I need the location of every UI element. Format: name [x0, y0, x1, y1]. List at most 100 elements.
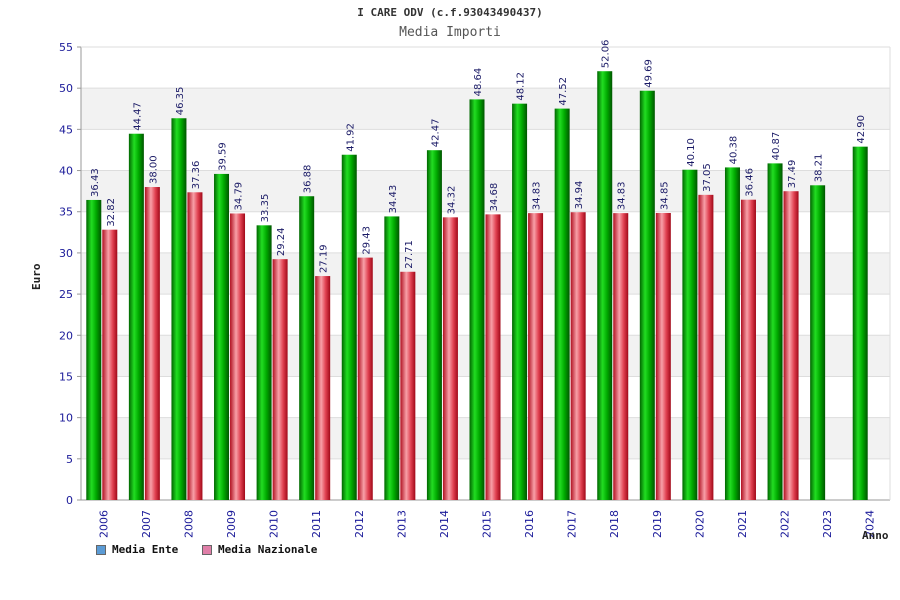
bar-media-ente-2020	[682, 169, 698, 501]
legend-item-media-ente: Media Ente	[96, 543, 178, 556]
chart-subtitle: Media Importi	[399, 25, 501, 40]
bar-media-ente-2014	[426, 150, 442, 500]
x-tick-label-2011: 2011	[310, 510, 323, 538]
data-label-media-nazionale-2014: 34.32	[446, 186, 457, 215]
data-label-media-nazionale-2013: 27.71	[404, 240, 415, 269]
bar-media-ente-2016	[512, 103, 528, 500]
data-label-media-nazionale-2006: 32.82	[106, 198, 117, 227]
legend-label-media-ente: Media Ente	[112, 543, 179, 556]
x-tick-label-2014: 2014	[438, 510, 451, 538]
y-axis-title: Euro	[30, 263, 43, 291]
x-axis-title: Anno	[862, 529, 889, 542]
data-label-media-nazionale-2015: 34.68	[489, 183, 500, 212]
y-tick-label: 45	[59, 123, 73, 136]
x-tick-label-2019: 2019	[651, 510, 664, 538]
bar-media-ente-2023	[810, 185, 826, 500]
data-label-media-ente-2019: 49.69	[643, 59, 654, 88]
bar-media-ente-2017	[554, 108, 570, 500]
bar-media-nazionale-2020	[698, 194, 714, 501]
x-tick-label-2017: 2017	[566, 510, 579, 538]
data-label-media-ente-2024: 42.90	[856, 115, 867, 144]
y-tick-label: 40	[59, 165, 73, 178]
bar-media-ente-2021	[724, 167, 740, 500]
data-label-media-nazionale-2019: 34.85	[659, 181, 670, 210]
data-label-media-ente-2008: 46.35	[175, 87, 186, 116]
data-label-media-ente-2020: 40.10	[686, 138, 697, 167]
data-label-media-ente-2014: 42.47	[430, 119, 441, 148]
plot-band	[81, 47, 890, 89]
bar-media-nazionale-2016	[528, 213, 544, 501]
y-tick-label: 55	[59, 41, 73, 54]
bar-media-ente-2024	[852, 146, 868, 500]
data-label-media-nazionale-2009: 34.79	[234, 182, 245, 211]
bar-media-nazionale-2019	[655, 212, 671, 501]
data-label-media-ente-2016: 48.12	[516, 72, 527, 101]
x-tick-label-2015: 2015	[481, 510, 494, 538]
data-label-media-ente-2012: 41.92	[345, 123, 356, 152]
data-label-media-ente-2013: 34.43	[388, 185, 399, 214]
y-tick-label: 35	[59, 206, 73, 219]
bar-media-nazionale-2014	[442, 217, 458, 500]
data-label-media-ente-2018: 52.06	[601, 40, 612, 69]
plot-band	[81, 129, 890, 171]
x-tick-label-2013: 2013	[395, 510, 408, 538]
y-tick-label: 15	[59, 370, 73, 383]
bar-media-ente-2015	[469, 99, 485, 500]
data-label-media-nazionale-2012: 29.43	[361, 226, 372, 255]
bar-media-nazionale-2017	[570, 212, 586, 501]
data-label-media-nazionale-2020: 37.05	[702, 163, 713, 192]
bar-media-ente-2006	[86, 199, 102, 500]
x-tick-label-2009: 2009	[225, 510, 238, 538]
bars	[86, 71, 868, 501]
bar-media-ente-2010	[256, 225, 272, 501]
data-label-media-nazionale-2010: 29.24	[276, 228, 287, 257]
bar-media-ente-2019	[639, 90, 655, 500]
legend-item-media-nazionale: Media Nazionale	[202, 543, 317, 556]
data-label-media-ente-2022: 40.87	[771, 132, 782, 161]
legend-label-media-nazionale: Media Nazionale	[218, 543, 318, 556]
bar-media-nazionale-2018	[613, 213, 629, 501]
y-tick-label: 25	[59, 288, 73, 301]
x-tick-label-2007: 2007	[140, 510, 153, 538]
bar-media-nazionale-2015	[485, 214, 501, 500]
chart-title: I CARE ODV (c.f.93043490437)	[357, 6, 543, 19]
data-label-media-ente-2009: 39.59	[218, 142, 229, 171]
data-label-media-nazionale-2011: 27.19	[319, 244, 330, 273]
y-tick-label: 0	[66, 494, 73, 507]
plot-band	[81, 88, 890, 130]
y-tick-label: 10	[59, 412, 73, 425]
bar-media-nazionale-2011	[315, 276, 331, 500]
data-label-media-nazionale-2022: 37.49	[787, 160, 798, 189]
x-tick-label-2020: 2020	[693, 510, 706, 538]
bar-media-ente-2009	[214, 173, 230, 500]
data-label-media-ente-2007: 44.47	[132, 102, 143, 131]
bar-media-ente-2018	[597, 71, 613, 501]
y-tick-label: 30	[59, 247, 73, 260]
x-tick-label-2010: 2010	[268, 510, 281, 538]
y-tick-label: 50	[59, 82, 73, 95]
x-tick-label-2018: 2018	[608, 510, 621, 538]
data-labels: 36.43 32.82 44.47 38.00 46.35 37.36 39.59 34.79…	[90, 40, 867, 273]
bar-media-nazionale-2007	[144, 187, 160, 500]
bar-media-nazionale-2010	[272, 259, 288, 500]
bar-media-nazionale-2021	[740, 199, 756, 500]
bar-media-nazionale-2009	[230, 213, 246, 500]
x-tick-label-2006: 2006	[97, 510, 110, 538]
x-tick-label-2021: 2021	[736, 510, 749, 538]
bar-media-ente-2011	[299, 196, 315, 500]
bar-media-nazionale-2012	[357, 257, 373, 500]
data-label-media-nazionale-2008: 37.36	[191, 161, 202, 190]
bar-media-nazionale-2008	[187, 192, 203, 500]
data-label-media-nazionale-2007: 38.00	[148, 155, 159, 184]
data-label-media-nazionale-2017: 34.94	[574, 181, 585, 210]
legend-swatch-media-nazionale	[202, 544, 212, 555]
bar-media-ente-2012	[341, 154, 357, 501]
bar-media-ente-2007	[128, 133, 144, 500]
data-label-media-ente-2015: 48.64	[473, 68, 484, 97]
x-tick-labels: 2006 2007 2008 2009 2010 2011 2012 2013 2014 2015…	[97, 510, 876, 538]
bar-media-nazionale-2013	[400, 271, 416, 500]
x-tick-label-2008: 2008	[182, 510, 195, 538]
data-label-media-nazionale-2021: 36.46	[744, 168, 755, 197]
data-label-media-ente-2017: 47.52	[558, 77, 569, 106]
